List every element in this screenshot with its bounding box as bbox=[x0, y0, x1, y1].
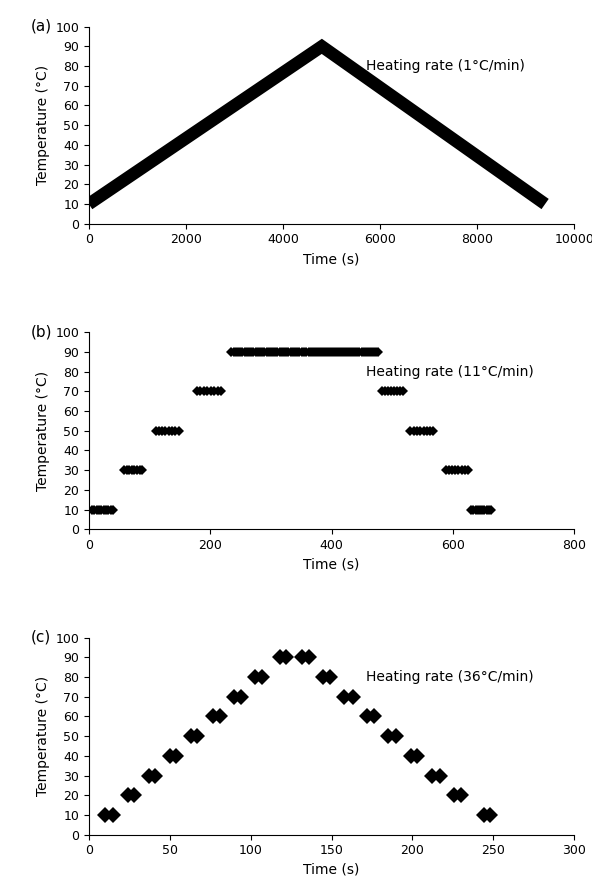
Text: Heating rate (11°C/min): Heating rate (11°C/min) bbox=[365, 365, 533, 378]
Text: (c): (c) bbox=[31, 630, 51, 645]
Y-axis label: Temperature (°C): Temperature (°C) bbox=[36, 65, 50, 186]
Y-axis label: Temperature (°C): Temperature (°C) bbox=[36, 370, 50, 491]
Y-axis label: Temperature (°C): Temperature (°C) bbox=[36, 676, 50, 797]
Text: Heating rate (36°C/min): Heating rate (36°C/min) bbox=[365, 670, 533, 684]
Text: (b): (b) bbox=[31, 324, 52, 339]
X-axis label: Time (s): Time (s) bbox=[303, 558, 360, 572]
Text: Heating rate (1°C/min): Heating rate (1°C/min) bbox=[365, 59, 525, 73]
X-axis label: Time (s): Time (s) bbox=[303, 252, 360, 266]
Text: (a): (a) bbox=[31, 19, 52, 34]
X-axis label: Time (s): Time (s) bbox=[303, 863, 360, 877]
